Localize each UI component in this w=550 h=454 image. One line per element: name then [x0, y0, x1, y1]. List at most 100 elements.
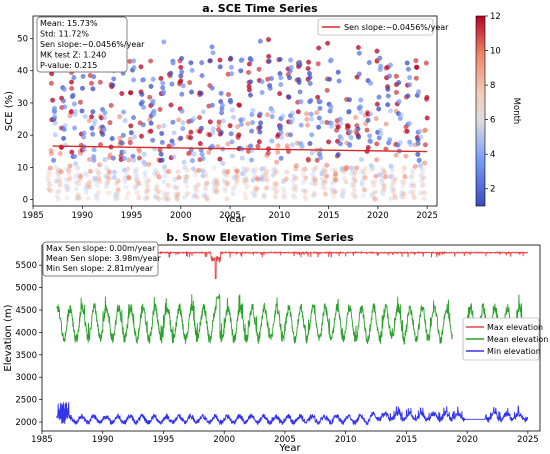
chart-b-ytick-label: 2000 — [15, 418, 37, 428]
sce-point-267 — [131, 157, 137, 163]
chart-b-ytick-label: 3000 — [15, 373, 37, 383]
sce-point-215 — [115, 191, 121, 197]
sce-point-1048 — [386, 73, 392, 79]
chart-b-ylabel: Elevation (m) — [3, 304, 14, 371]
sce-point-588 — [236, 132, 242, 138]
sce-point-707 — [274, 159, 280, 165]
sce-point-821 — [311, 175, 317, 181]
sce-point-484 — [203, 193, 209, 199]
sce-point-1004 — [372, 179, 378, 185]
sce-point-125 — [85, 181, 91, 187]
sce-point-903 — [338, 120, 344, 126]
sce-point-497 — [207, 119, 213, 125]
stats-std: Std: 11.72% — [40, 30, 89, 39]
sce-point-817 — [310, 193, 316, 199]
sce-point-428 — [184, 183, 190, 189]
sce-point-3 — [46, 186, 52, 192]
sce-point-69 — [66, 167, 72, 173]
sce-point-81 — [70, 92, 76, 98]
sce-point-819 — [311, 176, 317, 182]
sce-point-412 — [178, 135, 184, 141]
sce-point-1058 — [389, 185, 395, 191]
sce-point-373 — [166, 168, 172, 174]
sce-point-341 — [156, 189, 162, 195]
sce-point-969 — [359, 181, 365, 187]
sce-point-662 — [259, 176, 265, 182]
sce-point-180 — [103, 184, 109, 190]
sce-point-908 — [340, 191, 346, 197]
sce-point-1018 — [376, 106, 382, 112]
sce-point-1001 — [369, 179, 375, 185]
sce-point-474 — [200, 156, 206, 162]
sce-point-472 — [199, 73, 205, 79]
sce-point-991 — [366, 60, 372, 66]
sce-point-217 — [114, 195, 120, 201]
sce-point-1052 — [387, 137, 393, 143]
sce-point-24 — [52, 113, 58, 119]
chart-a-xtick-label: 1985 — [22, 211, 44, 221]
sce-point-834 — [315, 94, 321, 100]
sce-point-1097 — [402, 174, 408, 180]
sce-point-477 — [200, 168, 206, 174]
sce-point-1093 — [401, 179, 407, 185]
sce-point-1028 — [379, 177, 385, 183]
sce-point-415 — [179, 69, 185, 75]
sce-point-499 — [207, 58, 213, 64]
min-elevation-line — [56, 402, 529, 426]
sce-point-313 — [146, 161, 152, 167]
sce-point-487 — [204, 196, 210, 202]
sce-point-835 — [316, 45, 322, 51]
chart-a-ytick-label: 20 — [17, 131, 28, 141]
sce-point-1023 — [377, 66, 383, 72]
chart-a-xtick-label: 1995 — [121, 211, 143, 221]
sce-point-700 — [272, 193, 278, 199]
sce-point-446 — [189, 158, 195, 164]
sce-point-199 — [110, 82, 116, 88]
sce-point-792 — [303, 175, 309, 181]
sce-point-1149 — [420, 181, 426, 187]
sce-point-479 — [202, 192, 208, 198]
sce-point-1006 — [372, 196, 378, 202]
sce-point-532 — [218, 90, 224, 96]
sce-point-681 — [266, 53, 272, 59]
sce-point-732 — [282, 194, 288, 200]
sce-point-274 — [134, 176, 140, 182]
sce-point-971 — [359, 177, 365, 183]
sce-point-247 — [125, 190, 131, 196]
sce-point-335 — [154, 188, 160, 194]
chart-b-ytick-label: 2500 — [15, 396, 37, 406]
sce-point-337 — [154, 194, 160, 200]
sce-point-774 — [295, 109, 301, 115]
sce-point-625 — [249, 128, 255, 134]
sce-point-858 — [323, 168, 329, 174]
sce-point-530 — [218, 129, 224, 135]
sce-point-381 — [168, 70, 174, 76]
sce-point-575 — [233, 183, 239, 189]
sce-point-294 — [141, 104, 147, 110]
sce-point-589 — [236, 102, 242, 108]
sce-point-857 — [322, 178, 328, 184]
sce-point-360 — [161, 123, 167, 129]
sce-point-83 — [72, 125, 78, 131]
sce-point-597 — [240, 171, 246, 177]
sce-point-729 — [280, 186, 286, 192]
sce-point-1131 — [415, 151, 421, 157]
sce-point-1055 — [388, 163, 394, 169]
sce-point-301 — [143, 179, 149, 185]
sce-point-849 — [320, 167, 326, 173]
sce-point-192 — [107, 152, 113, 158]
sce-point-562 — [228, 99, 234, 105]
sce-point-1009 — [374, 157, 380, 163]
colorbar-gradient — [475, 15, 486, 207]
sce-point-1094 — [401, 191, 407, 197]
sce-point-212 — [113, 191, 119, 197]
sce-point-62 — [64, 195, 70, 201]
sce-point-957 — [355, 45, 361, 51]
sce-point-1057 — [389, 165, 395, 171]
sce-point-809 — [307, 99, 313, 105]
sce-point-1141 — [418, 165, 424, 171]
stats-mean: Mean: 15.73% — [40, 19, 98, 28]
sce-point-1092 — [400, 194, 406, 200]
sce-point-526 — [217, 57, 223, 63]
sce-point-568 — [229, 107, 235, 113]
